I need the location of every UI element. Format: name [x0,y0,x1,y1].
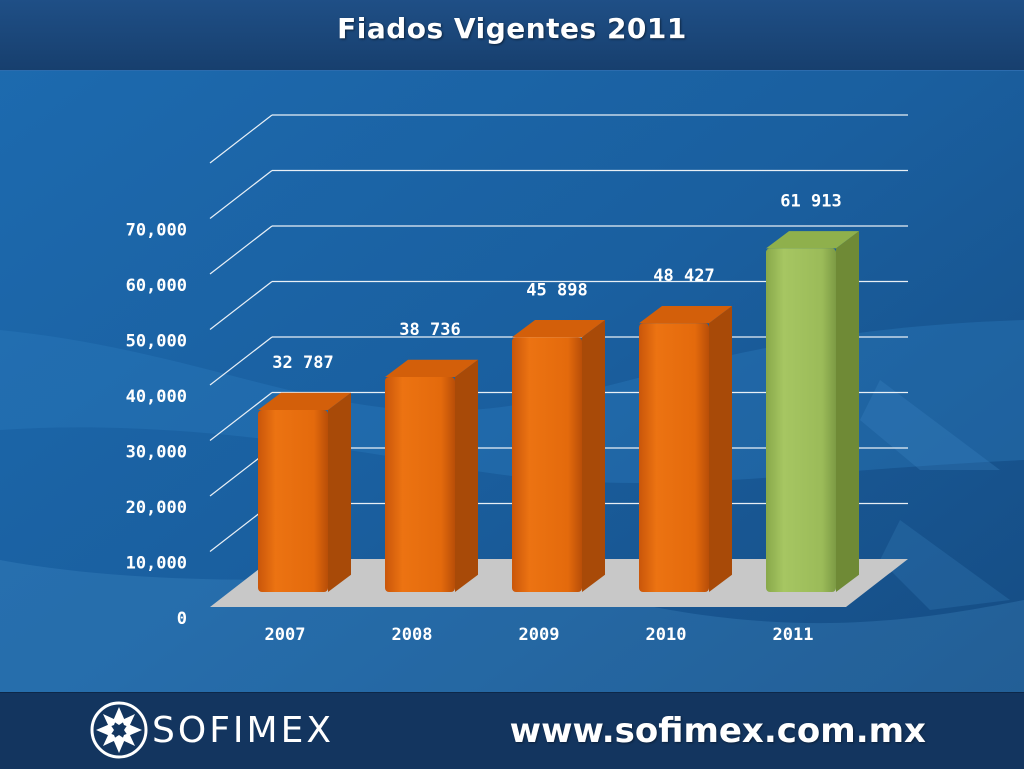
bar-2009 [512,320,605,592]
bar-top [385,359,478,378]
data-label: 32 787 [272,353,333,373]
bar-front [766,248,836,592]
bar-chart: 0 10,000 20,000 30,000 40,000 50,000 60,000 70,… [126,114,908,645]
bar-front [639,323,709,592]
gridline-side [209,114,273,164]
x-tick-label: 2009 [519,625,560,645]
y-tick-label: 0 [177,609,187,629]
y-tick-label: 70,000 [126,221,187,241]
x-tick-label: 2011 [773,625,814,645]
bar-side [455,359,478,592]
gridline-side [209,392,273,441]
bar-top [766,231,859,249]
header-bar: Fiados Vigentes 2011 [0,0,1024,71]
y-tick-label: 50,000 [126,332,187,352]
bar-front [258,410,328,592]
brand-name: SOFIMEX [152,710,334,751]
bar-2011 [766,231,859,592]
bar-top [639,305,732,324]
data-label: 38 736 [399,320,460,340]
gridline-side [209,170,273,219]
x-tick-label: 2010 [646,625,687,645]
bar-2010 [639,305,732,592]
data-label: 61 913 [780,191,841,211]
y-tick-label: 20,000 [126,498,187,518]
bar-top [512,320,605,338]
bar-side [836,231,859,592]
bar-front [512,337,582,592]
bar-2008 [385,359,478,592]
y-tick-label: 30,000 [126,443,187,463]
x-tick-label: 2007 [265,625,306,645]
bar-2007 [258,392,351,592]
page-title: Fiados Vigentes 2011 [337,12,687,45]
y-tick-label: 10,000 [126,554,187,574]
gridline-side [209,336,273,386]
data-label: 45 898 [526,280,587,300]
website-url: www.sofimex.com.mx [509,711,926,751]
sofimex-logo-icon [90,701,148,759]
y-tick-label: 60,000 [126,276,187,296]
bar-side [582,320,605,592]
bar-side [328,392,351,592]
bar-side [709,305,732,592]
bar-front [385,377,455,592]
bar-top [258,392,351,411]
gridline-side [209,225,273,275]
y-tick-label: 40,000 [126,387,187,407]
data-label: 48 427 [653,266,714,286]
gridline-side [209,281,273,330]
x-tick-label: 2008 [392,625,433,645]
footer-bar: SOFIMEX www.sofimex.com.mx [0,692,1024,769]
